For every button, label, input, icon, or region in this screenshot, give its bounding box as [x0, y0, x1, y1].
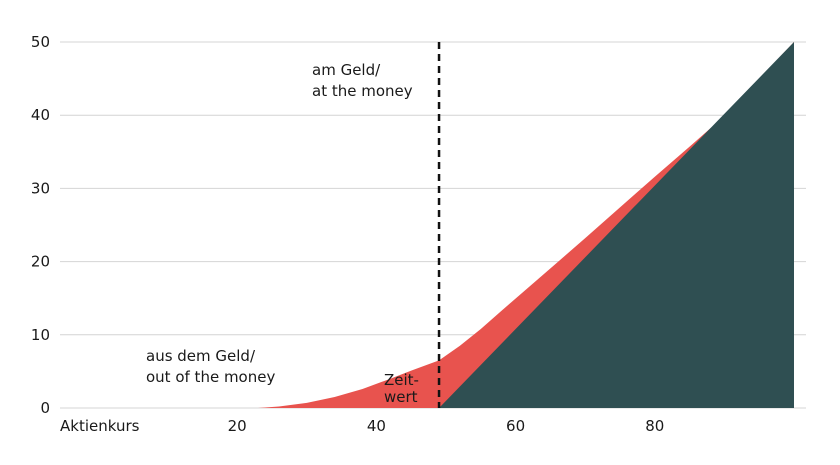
x-tick-label-60: 60	[506, 417, 525, 435]
x-tick-label-20: 20	[228, 417, 247, 435]
intrinsic-value-area	[439, 42, 794, 408]
x-axis-label: Aktienkurs	[60, 417, 140, 435]
y-tick-label-10: 10	[31, 326, 50, 344]
areas	[258, 42, 795, 408]
y-tick-label-20: 20	[31, 253, 50, 271]
time-value-label-1: Zeit-	[384, 371, 419, 389]
x-tick-label-80: 80	[645, 417, 664, 435]
x-axis-ticks: 20 40 60 80	[228, 417, 665, 435]
y-tick-label-40: 40	[31, 106, 50, 124]
y-tick-label-50: 50	[31, 33, 50, 51]
x-tick-label-40: 40	[367, 417, 386, 435]
atm-label-en: at the money	[312, 82, 413, 100]
otm-label-en: out of the money	[146, 368, 275, 386]
y-tick-label-0: 0	[40, 399, 50, 417]
y-tick-label-30: 30	[31, 179, 50, 197]
otm-label-de: aus dem Geld/	[146, 347, 256, 365]
y-axis-ticks: 0 10 20 30 40 50	[31, 33, 50, 417]
atm-label-de: am Geld/	[312, 61, 381, 79]
time-value-label-2: wert	[384, 388, 418, 406]
